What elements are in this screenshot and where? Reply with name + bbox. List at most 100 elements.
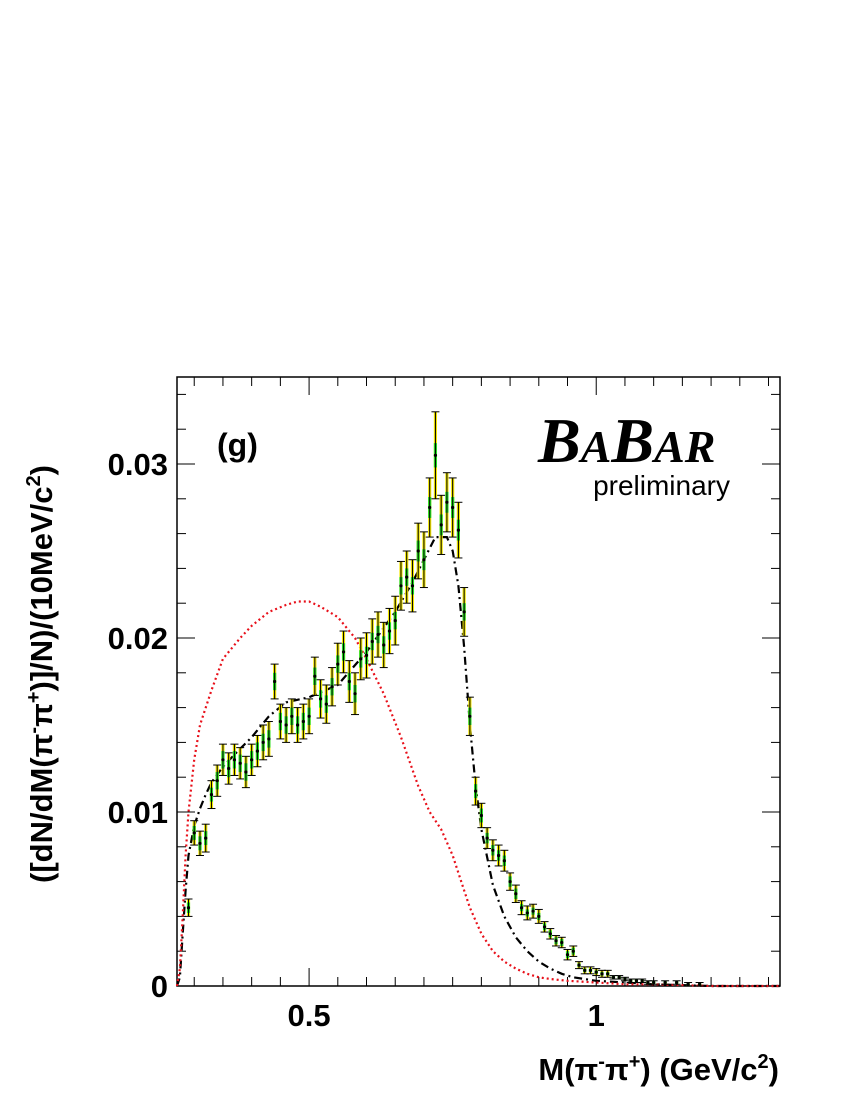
data-point (247, 743, 256, 776)
data-point (316, 679, 325, 719)
data-point (586, 966, 595, 975)
data-marker (198, 841, 202, 845)
data-marker (525, 911, 529, 915)
data-marker (370, 639, 374, 644)
data-marker (290, 714, 294, 718)
data-marker (560, 940, 564, 945)
data-marker (278, 719, 282, 724)
data-marker (519, 906, 524, 910)
data-marker (554, 939, 558, 943)
data-point (580, 966, 589, 975)
data-marker (410, 584, 415, 588)
data-marker (686, 982, 690, 986)
data-point (322, 684, 331, 724)
x-tick-label: 0.5 (288, 998, 331, 1033)
data-point (557, 936, 566, 949)
data-point (597, 969, 606, 978)
data-marker (255, 749, 259, 753)
data-marker (640, 979, 644, 983)
data-point (442, 472, 451, 533)
data-point (230, 743, 239, 776)
data-marker (422, 558, 426, 562)
data-point (620, 976, 629, 982)
data-point (408, 559, 417, 613)
data-marker (698, 982, 702, 986)
data-marker (364, 653, 369, 658)
data-point (339, 630, 348, 674)
data-point (328, 667, 337, 707)
data-marker (606, 972, 610, 976)
data-marker (232, 758, 237, 762)
data-marker (353, 692, 357, 696)
data-marker (393, 619, 397, 623)
data-marker (502, 859, 506, 863)
data-point (305, 698, 314, 735)
preliminary-label: preliminary (593, 470, 730, 501)
y-tick-label: 0 (151, 969, 168, 1004)
data-point (488, 839, 497, 862)
data-marker (594, 970, 598, 974)
data-point (310, 656, 319, 696)
data-marker (416, 549, 420, 553)
data-point (672, 980, 681, 985)
data-marker (376, 632, 380, 637)
panel-label: (g) (217, 427, 258, 463)
svg-text:BABAR: BABAR (537, 405, 715, 476)
data-point (264, 721, 273, 757)
data-point (236, 747, 245, 780)
data-point (184, 898, 193, 917)
data-point (396, 560, 405, 611)
data-marker (284, 723, 288, 727)
data-marker (186, 906, 191, 910)
data-point (540, 921, 549, 933)
x-tick-label: 1 (588, 998, 605, 1033)
data-point (379, 621, 388, 669)
data-point (259, 724, 268, 761)
axis-ticks (177, 377, 780, 987)
data-marker (577, 963, 581, 967)
data-marker (439, 523, 443, 527)
data-marker (588, 968, 593, 972)
data-marker (307, 714, 311, 718)
data-point (695, 982, 704, 987)
data-point (523, 905, 532, 921)
data-point (402, 550, 411, 604)
data-point (592, 968, 601, 977)
data-marker (313, 674, 317, 678)
data-marker (209, 793, 214, 797)
data-marker (497, 853, 501, 858)
data-marker (428, 505, 432, 510)
data-point (190, 820, 199, 846)
data-marker (445, 500, 449, 504)
tick-labels: 0.5 1 0 0.01 0.02 0.03 (108, 447, 605, 1033)
data-point (201, 823, 210, 853)
data-marker (318, 697, 323, 701)
data-marker (433, 453, 438, 457)
data-marker (204, 836, 208, 840)
data-marker (508, 880, 512, 884)
data-marker (565, 953, 570, 957)
data-marker (485, 836, 489, 840)
data-point (500, 849, 509, 872)
data-point (333, 642, 342, 686)
data-point (465, 696, 474, 736)
data-point (460, 587, 469, 637)
data-point (368, 618, 377, 665)
data-marker (531, 909, 535, 913)
data-marker (273, 679, 277, 684)
data-marker (221, 758, 225, 762)
data-point (419, 531, 428, 589)
data-marker (341, 650, 346, 654)
data-point (385, 607, 394, 655)
data-marker (663, 980, 667, 985)
data-point (494, 844, 503, 867)
data-marker (399, 584, 403, 588)
data-point (241, 755, 250, 789)
data-marker (324, 702, 328, 706)
data-point (299, 703, 308, 740)
data-marker (296, 723, 300, 727)
data-point (253, 734, 262, 768)
data-marker (359, 657, 363, 661)
data-marker (462, 610, 466, 614)
